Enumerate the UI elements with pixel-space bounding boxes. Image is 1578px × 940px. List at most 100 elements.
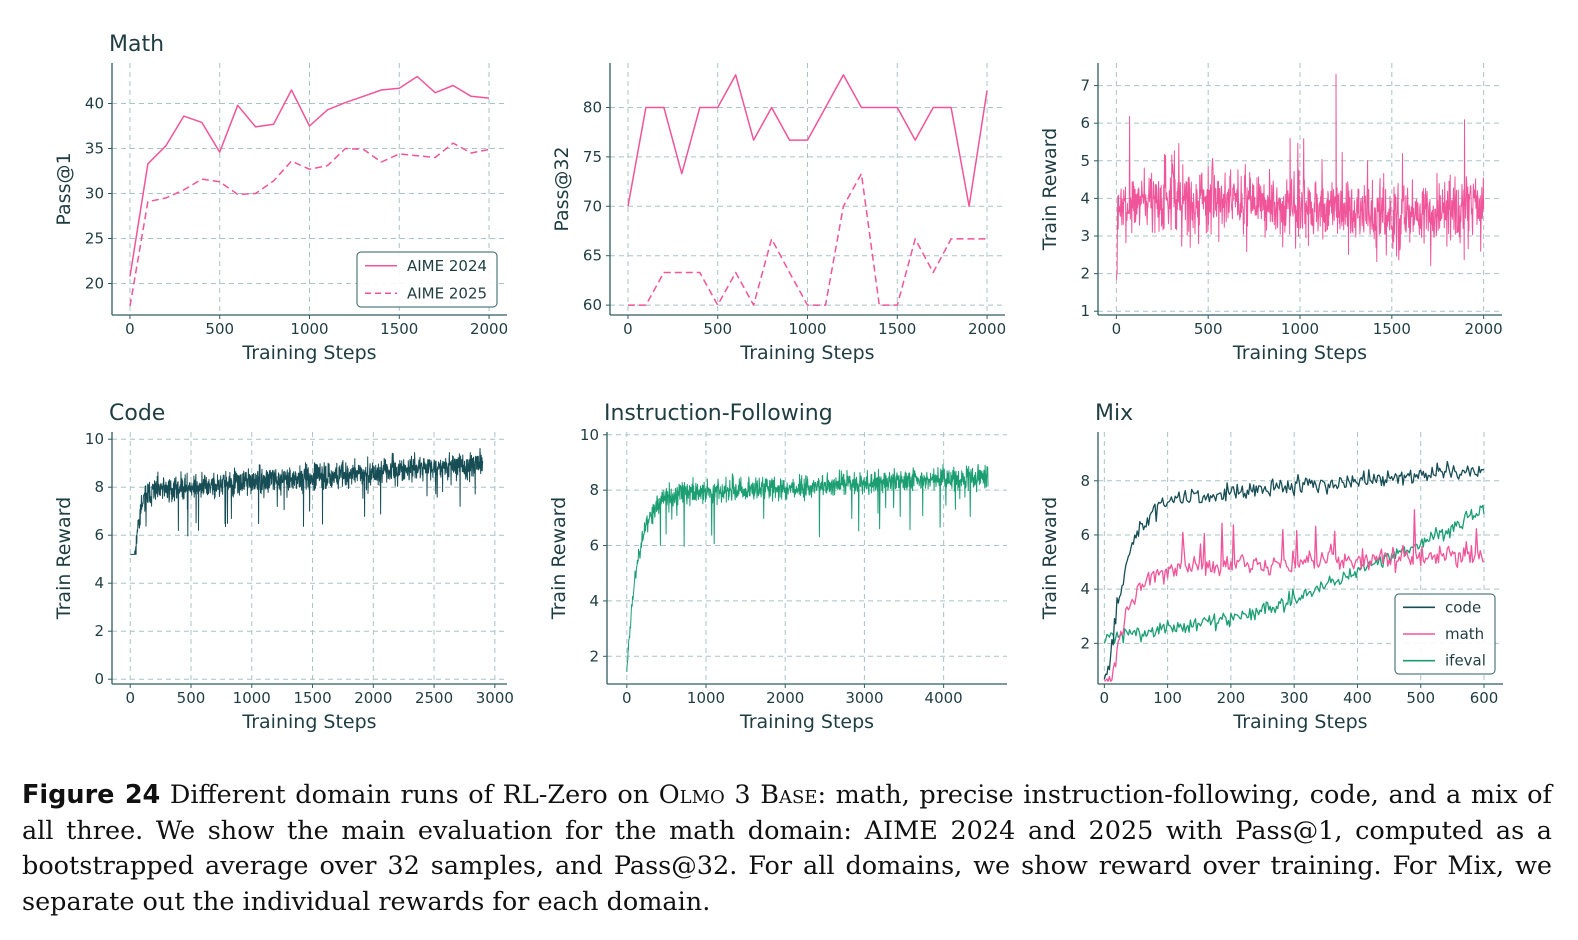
y-tick-label: 2 (1080, 634, 1090, 652)
y-axis-label: Train Reward (548, 497, 570, 620)
legend-label: ifeval (1445, 652, 1486, 670)
x-tick-label: 3000 (845, 689, 883, 707)
legend-label: math (1445, 625, 1484, 643)
x-tick-label: 0 (125, 689, 135, 707)
panel-mix-train-reward: 0 100 200 300 400 500 600 2 4 6 8 Training Steps Tra… (1039, 401, 1503, 733)
panel-math-pass1: 0 500 1000 1500 2000 20 25 30 35 40 Training Steps… (53, 32, 508, 364)
x-axis-label: Training Steps (241, 711, 376, 733)
x-tick-label: 1000 (290, 320, 328, 338)
y-tick-label: 10 (580, 426, 599, 444)
caption-text-1: Different domain runs of RL-Zero on (160, 780, 659, 810)
x-tick-label: 2000 (766, 689, 804, 707)
x-tick-label: 1500 (878, 320, 916, 338)
x-tick-label: 3000 (476, 689, 514, 707)
y-tick-label: 4 (589, 592, 599, 610)
x-tick-label: 500 (1194, 320, 1223, 338)
series-line-aime-2024 (129, 75, 490, 277)
x-tick-label: 2000 (470, 320, 508, 338)
x-tick-label: 1500 (1373, 320, 1411, 338)
x-tick-label: 0 (1100, 689, 1110, 707)
x-tick-label: 400 (1343, 689, 1372, 707)
y-tick-label: 0 (94, 670, 104, 688)
y-tick-label: 6 (94, 526, 104, 544)
y-tick-label: 75 (583, 148, 602, 166)
figure-label: Figure 24 (22, 780, 161, 810)
y-tick-label: 2 (94, 622, 104, 640)
y-tick-label: 3 (1080, 227, 1090, 245)
panel-instruction-following-reward: 0 1000 2000 3000 4000 2 4 6 8 10 Training Steps Tra… (548, 401, 1007, 733)
y-tick-label: 8 (1080, 472, 1090, 490)
x-tick-label: 1500 (380, 320, 418, 338)
x-tick-label: 200 (1217, 689, 1246, 707)
x-axis-label: Training Steps (739, 711, 874, 733)
y-tick-label: 4 (1080, 189, 1090, 207)
y-tick-label: 40 (85, 95, 104, 113)
y-tick-label: 6 (1080, 526, 1090, 544)
series-line-code-reward (130, 448, 484, 555)
y-axis-label: Train Reward (53, 497, 75, 620)
chart-title: Instruction-Following (604, 401, 833, 426)
x-tick-label: 0 (1112, 320, 1122, 338)
series-line-math (1104, 509, 1485, 682)
y-tick-label: 8 (589, 481, 599, 499)
legend-box (1394, 593, 1496, 675)
panel-code-train-reward: 0 500 1000 1500 2000 2500 3000 0 2 4 6 8 10 Training … (53, 401, 514, 733)
y-tick-label: 6 (1080, 114, 1090, 132)
y-tick-label: 60 (583, 296, 602, 314)
y-tick-label: 8 (94, 478, 104, 496)
chart-title: Math (109, 32, 164, 57)
y-tick-label: 2 (589, 647, 599, 665)
y-tick-label: 7 (1080, 77, 1090, 95)
y-tick-label: 2 (1080, 265, 1090, 283)
y-tick-label: 4 (1080, 580, 1090, 598)
y-tick-label: 30 (85, 185, 104, 203)
x-tick-label: 2000 (968, 320, 1006, 338)
panel-math-train-reward: 0 500 1000 1500 2000 1 2 3 4 5 6 7 Training Steps Tra… (1039, 63, 1503, 364)
x-tick-label: 2000 (354, 689, 392, 707)
legend-label: AIME 2025 (407, 284, 487, 302)
figure-caption: Figure 24 Different domain runs of RL-Ze… (22, 778, 1552, 920)
x-axis-label: Training Steps (739, 342, 874, 364)
x-tick-label: 500 (1406, 689, 1435, 707)
legend-label: code (1445, 598, 1481, 616)
x-tick-label: 500 (205, 320, 234, 338)
x-tick-label: 100 (1153, 689, 1182, 707)
y-tick-label: 25 (85, 230, 104, 248)
x-tick-label: 1000 (1281, 320, 1319, 338)
y-axis-label: Train Reward (1039, 497, 1061, 620)
y-tick-label: 80 (583, 98, 602, 116)
x-axis-label: Training Steps (241, 342, 376, 364)
x-tick-label: 0 (622, 689, 632, 707)
series-line-ifeval-reward (626, 463, 989, 673)
y-tick-label: 1 (1080, 302, 1090, 320)
x-tick-label: 600 (1470, 689, 1499, 707)
y-tick-label: 35 (85, 140, 104, 158)
y-axis-label: Pass@32 (551, 146, 573, 231)
y-tick-label: 10 (85, 430, 104, 448)
x-axis-label: Training Steps (1232, 342, 1367, 364)
series-line-aime-2025 (628, 172, 987, 306)
chart-title: Mix (1095, 401, 1133, 426)
chart-title: Code (109, 401, 165, 426)
y-tick-label: 6 (589, 537, 599, 555)
x-tick-label: 1500 (293, 689, 331, 707)
series-line-aime-2024 (627, 74, 988, 208)
y-axis-label: Train Reward (1039, 128, 1061, 251)
x-tick-label: 1000 (687, 689, 725, 707)
x-tick-label: 300 (1280, 689, 1309, 707)
x-axis-label: Training Steps (1232, 711, 1367, 733)
y-tick-label: 5 (1080, 152, 1090, 170)
legend-label: AIME 2024 (407, 257, 487, 275)
y-axis-label: Pass@1 (53, 152, 75, 225)
x-tick-label: 2500 (415, 689, 453, 707)
x-tick-label: 0 (125, 320, 135, 338)
x-tick-label: 500 (703, 320, 732, 338)
x-tick-label: 500 (177, 689, 206, 707)
series-line-math-reward (1115, 73, 1485, 280)
caption-model-name: Olmo 3 Base (658, 780, 818, 810)
series-line-code (1103, 460, 1485, 680)
x-tick-label: 2000 (1465, 320, 1503, 338)
y-tick-label: 4 (94, 574, 104, 592)
y-tick-label: 70 (583, 197, 602, 215)
